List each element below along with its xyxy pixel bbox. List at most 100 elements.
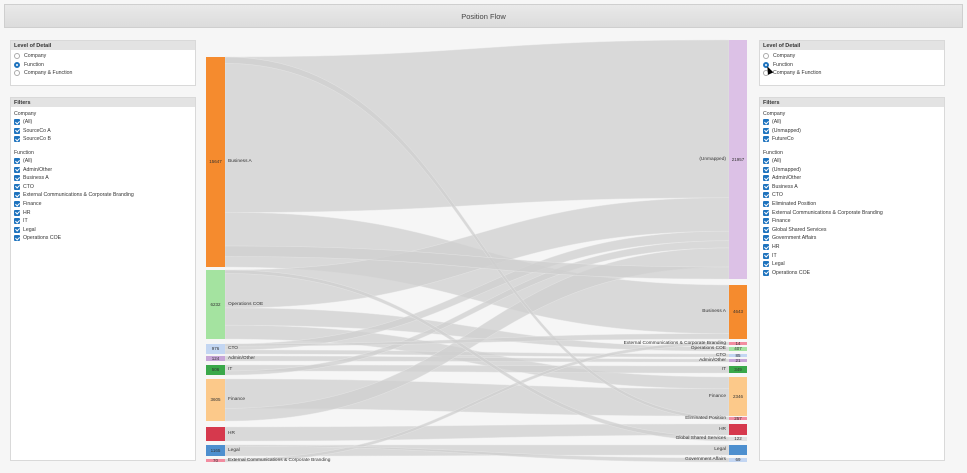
checkbox-icon[interactable] — [14, 192, 20, 199]
checkbox-icon[interactable] — [14, 218, 20, 225]
right-company-filter-item[interactable]: FutureCo — [760, 135, 944, 144]
left-function-filter-item[interactable]: Legal — [11, 226, 195, 235]
checkbox-icon[interactable] — [14, 136, 20, 143]
left-node-bar[interactable] — [206, 356, 225, 361]
checkbox-icon[interactable] — [763, 136, 769, 143]
checkbox-icon[interactable] — [763, 183, 769, 190]
checkbox-icon[interactable] — [14, 209, 20, 216]
right-node-bar[interactable] — [729, 424, 747, 435]
radio-icon[interactable] — [763, 61, 769, 68]
checkbox-icon[interactable] — [763, 226, 769, 233]
radio-icon[interactable] — [14, 70, 20, 77]
left-function-filter-item[interactable]: CTO — [11, 183, 195, 192]
radio-icon[interactable] — [14, 53, 20, 60]
left-node-bar[interactable] — [206, 427, 225, 441]
right-node-bar[interactable] — [729, 354, 747, 357]
left-node-bar[interactable] — [206, 270, 225, 339]
left-company-filter-item[interactable]: (All) — [11, 118, 195, 127]
checkbox-icon[interactable] — [14, 235, 20, 242]
right-function-filter-item[interactable]: Finance — [760, 217, 944, 226]
left-node-bar[interactable] — [206, 57, 225, 267]
left-function-filter-item[interactable]: Operations COE — [11, 234, 195, 243]
left-node-bar[interactable] — [206, 445, 225, 456]
right-node-bar[interactable] — [729, 437, 747, 441]
checkbox-icon[interactable] — [14, 127, 20, 134]
checkbox-icon[interactable] — [763, 201, 769, 208]
checkbox-icon[interactable] — [763, 269, 769, 276]
right-company-filter-item[interactable]: (All) — [760, 118, 944, 127]
right-node-label: (Unmapped) — [699, 156, 726, 162]
left-function-filter-item[interactable]: (All) — [11, 157, 195, 166]
checkbox-icon[interactable] — [14, 119, 20, 126]
left-company-filter-item[interactable]: SourceCo B — [11, 135, 195, 144]
checkbox-icon[interactable] — [763, 166, 769, 173]
right-company-filter-item[interactable]: (Unmapped) — [760, 127, 944, 136]
right-function-filter-item[interactable]: Admin/Other — [760, 174, 944, 183]
right-function-filter-item[interactable]: IT — [760, 251, 944, 260]
checkbox-icon[interactable] — [763, 209, 769, 216]
right-function-filter-item[interactable]: Business A — [760, 183, 944, 192]
left-function-filter-item[interactable]: HR — [11, 208, 195, 217]
checkbox-icon[interactable] — [14, 175, 20, 182]
right-function-filter-item[interactable]: Global Shared Services — [760, 226, 944, 235]
right-function-filter-item[interactable]: Eliminated Position — [760, 200, 944, 209]
left-function-filter-label: IT — [23, 218, 28, 225]
left-function-filter-item[interactable]: Finance — [11, 200, 195, 209]
right-company-filter-label: FutureCo — [772, 136, 794, 143]
right-node-bar[interactable] — [729, 458, 747, 462]
right-node-bar[interactable] — [729, 366, 747, 373]
right-level-option[interactable]: Company — [760, 52, 944, 61]
right-node-bar[interactable] — [729, 285, 747, 339]
checkbox-icon[interactable] — [14, 201, 20, 208]
right-node-bar[interactable] — [729, 40, 747, 279]
left-node-bar[interactable] — [206, 379, 225, 421]
left-company-filter-item[interactable]: SourceCo A — [11, 127, 195, 136]
right-level-option[interactable]: Company & Function — [760, 69, 944, 78]
right-function-filter-item[interactable]: Legal — [760, 260, 944, 269]
checkbox-icon[interactable] — [14, 166, 20, 173]
checkbox-icon[interactable] — [763, 252, 769, 259]
right-level-option[interactable]: Function — [760, 61, 944, 70]
right-node-value: 2346 — [732, 393, 743, 399]
right-function-filter-item[interactable]: External Communications & Corporate Bran… — [760, 208, 944, 217]
radio-icon[interactable] — [14, 61, 20, 68]
right-function-filter-item[interactable]: Operations COE — [760, 269, 944, 278]
checkbox-icon[interactable] — [763, 119, 769, 126]
checkbox-icon[interactable] — [763, 235, 769, 242]
right-node-bar[interactable] — [729, 417, 747, 420]
checkbox-icon[interactable] — [763, 127, 769, 134]
right-node-bar[interactable] — [729, 445, 747, 455]
checkbox-icon[interactable] — [763, 218, 769, 225]
left-node-bar[interactable] — [206, 365, 225, 375]
checkbox-icon[interactable] — [14, 158, 20, 165]
left-function-filter-item[interactable]: IT — [11, 217, 195, 226]
left-node-bar[interactable] — [206, 344, 225, 354]
left-node-bar[interactable] — [206, 459, 225, 462]
checkbox-icon[interactable] — [763, 158, 769, 165]
checkbox-icon[interactable] — [14, 226, 20, 233]
left-function-filter-item[interactable]: Business A — [11, 174, 195, 183]
right-level-of-detail-panel: Level of Detail Company Function Company &… — [759, 40, 945, 86]
right-node-bar[interactable] — [729, 342, 747, 345]
radio-icon[interactable] — [763, 53, 769, 60]
checkbox-icon[interactable] — [763, 261, 769, 268]
radio-icon[interactable] — [763, 70, 769, 77]
left-level-option[interactable]: Company & Function — [11, 69, 195, 78]
checkbox-icon[interactable] — [763, 192, 769, 199]
right-function-filter-item[interactable]: HR — [760, 243, 944, 252]
left-function-filter-item[interactable]: External Communications & Corporate Bran… — [11, 191, 195, 200]
right-function-filter-item[interactable]: Government Affairs — [760, 234, 944, 243]
sankey-flow[interactable] — [224, 39, 730, 213]
right-function-filter-item[interactable]: CTO — [760, 191, 944, 200]
right-node-bar[interactable] — [729, 359, 747, 362]
left-level-option[interactable]: Company — [11, 52, 195, 61]
checkbox-icon[interactable] — [763, 175, 769, 182]
left-function-filter-item[interactable]: Admin/Other — [11, 165, 195, 174]
right-node-bar[interactable] — [729, 347, 747, 351]
left-level-option[interactable]: Function — [11, 61, 195, 70]
checkbox-icon[interactable] — [763, 244, 769, 251]
right-function-filter-item[interactable]: (Unmapped) — [760, 165, 944, 174]
right-function-filter-item[interactable]: (All) — [760, 157, 944, 166]
right-node-bar[interactable] — [729, 377, 747, 416]
checkbox-icon[interactable] — [14, 183, 20, 190]
